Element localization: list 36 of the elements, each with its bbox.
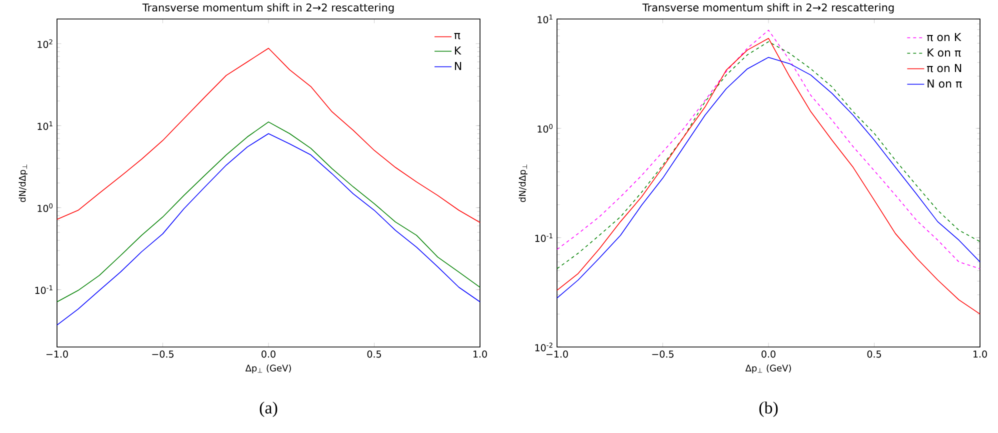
y-axis-title: dN/dΔp$_{⊥}$	[18, 164, 28, 202]
x-tick-label: 1.0	[474, 350, 487, 358]
y-tick-label: 10$^{1}$	[38, 121, 52, 130]
x-tick-label: −1.0	[546, 350, 568, 358]
legend-label: π	[454, 33, 460, 40]
y-tick-label: 10$^{0}$	[538, 124, 553, 133]
x-tick-label: −1.0	[46, 350, 68, 358]
x-tick-label: 0.5	[867, 350, 881, 358]
x-axis-title: Δp$_{⊥}$ (GeV)	[745, 364, 791, 374]
legend-label: π on N	[926, 64, 962, 72]
y-tick-label: 10$^{-2}$	[535, 342, 552, 352]
chart-title: Transverse momentum shift in 2→2 rescattering	[642, 3, 894, 14]
y-tick-label: 10$^{0}$	[38, 203, 53, 212]
y-tick-label: 10$^{2}$	[38, 39, 52, 48]
text: (a)	[260, 402, 278, 418]
y-tick-label: 10$^{-1}$	[535, 233, 552, 242]
legend-label: K	[454, 46, 462, 55]
chart-title: Transverse momentum shift in 2→2 rescattering	[142, 3, 394, 14]
text: (b)	[759, 402, 778, 418]
line-series	[56, 133, 480, 326]
y-tick-label: 10$^{1}$	[538, 14, 552, 24]
legend-label: K on π	[928, 48, 961, 57]
x-tick-label: −0.5	[152, 350, 174, 358]
x-tick-label: 0.5	[367, 350, 381, 358]
y-axis-title: dN/dΔp$_{⊥}$	[518, 164, 528, 202]
legend-label: π on K	[926, 33, 962, 42]
line-series	[56, 48, 480, 223]
y-tick-label: 10$^{-1}$	[35, 285, 52, 294]
x-tick-label: 1.0	[974, 350, 987, 358]
legend-label: N	[454, 62, 462, 70]
line-series	[56, 122, 480, 302]
legend-label: N on π	[928, 80, 962, 88]
x-axis-title: Δp$_{⊥}$ (GeV)	[245, 364, 291, 374]
x-tick-label: 0.0	[762, 350, 776, 358]
x-tick-label: 0.0	[262, 350, 276, 358]
x-tick-label: −0.5	[652, 350, 674, 358]
